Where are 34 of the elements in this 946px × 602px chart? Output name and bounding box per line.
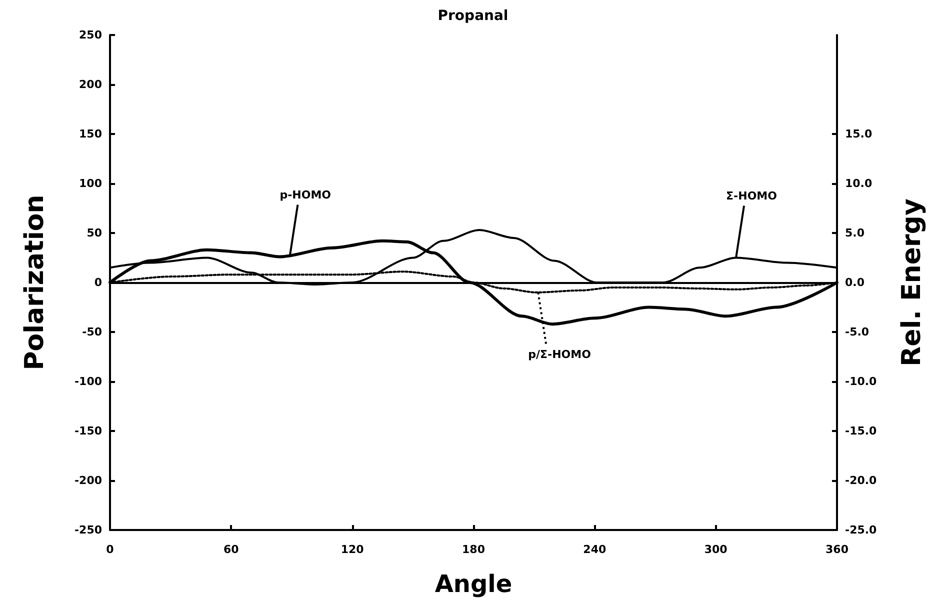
annotation: p/Σ-HOMO <box>528 348 591 361</box>
y-tick-label: -250 <box>74 524 102 536</box>
y2-tick-label: 10.0 <box>845 177 872 190</box>
x-tick-label: 360 <box>826 543 849 556</box>
chart-title: Propanal <box>438 8 508 24</box>
y-tick-label: 50 <box>86 226 102 240</box>
y-tick-label: 100 <box>79 177 102 190</box>
x-tick-label: 0 <box>106 543 114 556</box>
x-tick-label: 240 <box>583 543 606 556</box>
x-tick-label: 60 <box>224 543 240 556</box>
y2-axis-title: Rel. Energy <box>897 198 927 366</box>
x-tick-label: 120 <box>340 543 364 556</box>
y2-tick-label: 0.0 <box>845 276 865 289</box>
annotation: Σ-HOMO <box>726 189 777 202</box>
y2-tick-label: -5.0 <box>845 326 870 338</box>
x-axis-title: Angle <box>434 570 512 598</box>
y2-tick-label: 5.0 <box>845 226 865 240</box>
y-tick-label: -100 <box>74 375 102 388</box>
y2-tick-label: -20.0 <box>845 474 878 487</box>
y-tick-label: -50 <box>82 326 102 338</box>
y-axis-title: Polarization <box>20 194 50 370</box>
x-tick-label: 300 <box>704 543 728 556</box>
y-tick-label: -200 <box>74 474 102 487</box>
annotation: p-HOMO <box>280 188 332 202</box>
y-tick-label: 200 <box>79 78 102 91</box>
y2-tick-label: -15.0 <box>845 424 878 438</box>
y-tick-label: 250 <box>79 28 102 42</box>
y-tick-label: 0 <box>94 276 102 289</box>
y-tick-label: 150 <box>79 128 102 140</box>
y2-tick-label: -25.0 <box>845 524 878 536</box>
y2-tick-label: -10.0 <box>845 375 878 388</box>
x-tick-label: 180 <box>462 543 486 556</box>
y-tick-label: -150 <box>74 424 102 438</box>
y2-tick-label: 15.0 <box>845 128 872 140</box>
